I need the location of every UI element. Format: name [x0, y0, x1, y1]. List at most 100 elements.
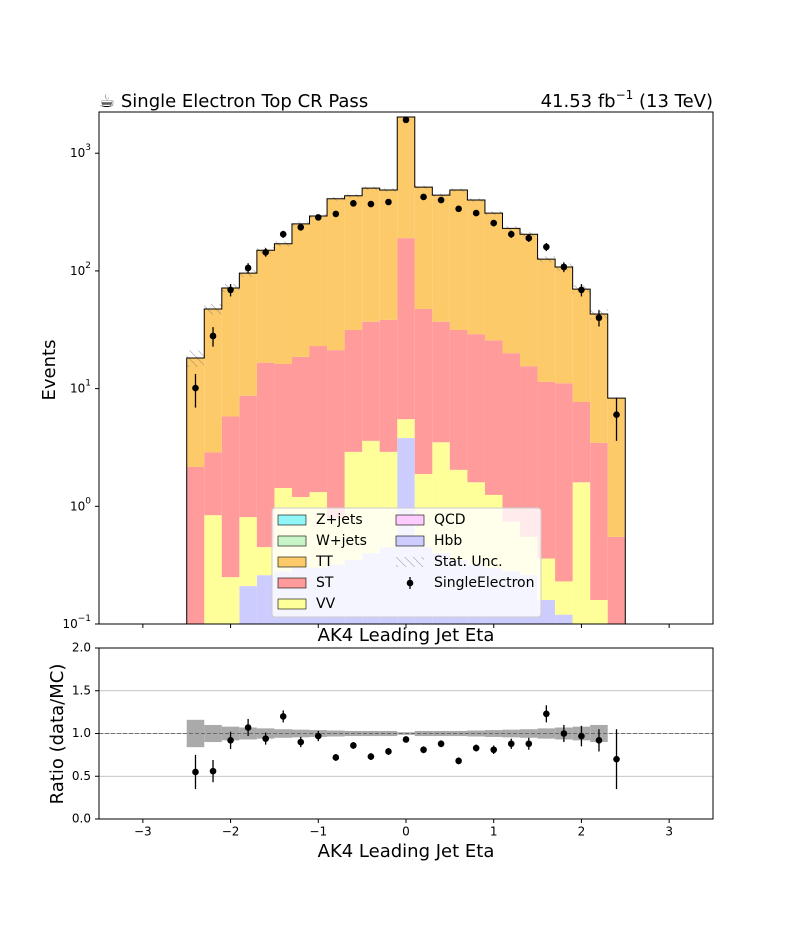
bar-segment [204, 452, 222, 516]
bar-segment [537, 259, 556, 382]
legend-label: SingleElectron [434, 575, 534, 591]
bar-segment [432, 321, 450, 443]
bar-segment [256, 362, 275, 548]
legend-label: Stat. Unc. [434, 554, 503, 570]
bar-segment [520, 234, 538, 367]
y-tick-label: 103 [70, 143, 91, 160]
data-point [613, 755, 620, 763]
y-tick-label: 2.0 [72, 641, 91, 655]
bar-segment [379, 319, 398, 452]
data-point [578, 286, 585, 294]
bar-segment [572, 289, 591, 402]
legend-label: Z+jets [316, 512, 363, 528]
data-point [350, 200, 357, 207]
bar-segment [344, 195, 363, 330]
bar-segment [239, 586, 257, 624]
bar-segment [274, 363, 292, 489]
bar-segment [608, 624, 626, 706]
data-point [543, 243, 550, 251]
data-point [244, 264, 252, 272]
legend-swatch [395, 514, 425, 526]
data-point [227, 737, 234, 744]
x-tick-label: −2 [222, 825, 240, 839]
data-point [402, 736, 410, 743]
stat-unc-band [484, 730, 503, 737]
data-point [192, 768, 199, 776]
bar-segment [291, 356, 310, 497]
bar-segment [239, 273, 257, 396]
data-point [209, 767, 217, 775]
data-point [543, 710, 550, 718]
data-point [525, 234, 533, 242]
bar-segment [256, 250, 275, 363]
bar-segment [572, 401, 591, 483]
bar-segment [555, 614, 573, 624]
legend-swatch [277, 577, 307, 589]
bar-segment [186, 466, 205, 624]
bar-segment [256, 547, 275, 576]
y-axis-label: Ratio (data/MC) [47, 664, 68, 805]
data-point [455, 757, 462, 765]
bar-segment [344, 329, 363, 452]
y-tick-label: 102 [70, 260, 91, 277]
tick-exponent: 0 [85, 496, 91, 506]
data-point [613, 411, 620, 419]
bar-segment [555, 383, 573, 582]
data-point [367, 753, 375, 760]
bar-segment [449, 329, 468, 470]
data-point [209, 332, 217, 340]
data-point [578, 732, 585, 740]
data-point [367, 200, 375, 208]
data-point [332, 210, 340, 218]
bar-segment [555, 581, 573, 615]
bar-segment [607, 398, 626, 537]
data-point [297, 738, 305, 746]
y-tick-label: 0.5 [72, 769, 91, 783]
bar-segment [362, 188, 380, 322]
bar-segment [414, 187, 433, 309]
data-point [279, 230, 287, 238]
legend-label: VV [316, 596, 336, 612]
bar-segment [590, 314, 608, 443]
tick-exponent: −1 [78, 614, 91, 624]
bar-segment [186, 358, 205, 467]
x-tick-label: 2 [578, 825, 586, 839]
stat-unc-band [467, 730, 485, 737]
data-point [297, 223, 305, 231]
stat-unc-band [186, 350, 205, 367]
y-axis-label: Events [39, 340, 60, 401]
x-tick-label: 3 [665, 825, 673, 839]
bar-segment [449, 189, 468, 330]
bar-segment [537, 599, 556, 624]
legend-label: QCD [434, 512, 466, 528]
bar-segment [414, 308, 433, 475]
y-tick-label: 0.0 [72, 812, 91, 826]
x-tick-label: −1 [309, 825, 327, 839]
bar-segment [204, 624, 222, 659]
tick-exponent: 1 [85, 378, 91, 388]
data-point [560, 730, 568, 737]
data-point [192, 384, 199, 392]
x-tick-label: 0 [402, 825, 410, 839]
bar-segment [221, 287, 240, 417]
bar-segment [502, 353, 521, 522]
legend: Z+jets W+jets TT ST VV QCD Hbb Stat. Unc. Single… [271, 507, 542, 618]
bar-segment [327, 350, 345, 519]
bar-segment [607, 536, 626, 624]
bar-segment [362, 321, 380, 441]
bar-segment [291, 223, 310, 357]
bar-segment [239, 395, 257, 518]
y-tick-label: 100 [70, 496, 91, 513]
bar-segment [397, 419, 415, 439]
bar-segment [187, 624, 205, 706]
tick-base: 10 [70, 499, 85, 513]
data-point [314, 214, 322, 221]
stat-unc-band [449, 730, 468, 737]
tick-base: 10 [70, 381, 85, 395]
bar-segment [221, 577, 240, 624]
data-point [314, 732, 322, 740]
bar-segment [467, 334, 485, 483]
stat-unc-band [502, 729, 521, 738]
y-tick-label: 10−1 [62, 614, 91, 631]
